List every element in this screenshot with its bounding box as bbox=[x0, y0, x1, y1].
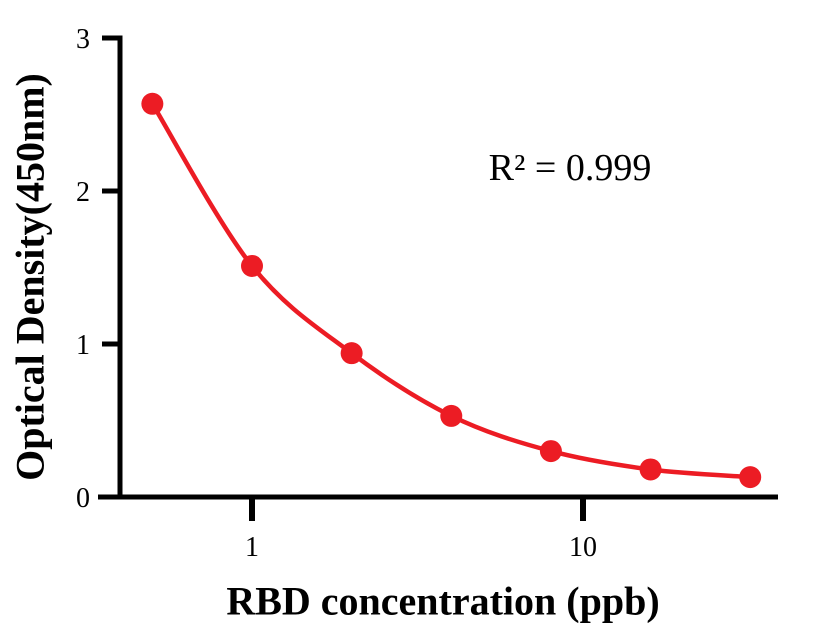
r-squared-annotation: R² = 0.999 bbox=[488, 147, 652, 189]
y-tick-label: 1 bbox=[76, 330, 90, 361]
data-point-marker bbox=[639, 458, 662, 481]
data-point-marker bbox=[539, 440, 562, 463]
y-tick-label: 3 bbox=[76, 24, 90, 55]
x-tick-label: 10 bbox=[569, 532, 597, 563]
data-point-marker bbox=[241, 254, 263, 277]
x-tick-label: 1 bbox=[245, 532, 259, 563]
data-point-marker bbox=[141, 92, 164, 115]
x-axis-title: RBD concentration (ppb) bbox=[226, 578, 660, 624]
y-axis-title: Optical Density(450nm) bbox=[7, 73, 53, 481]
data-point-marker bbox=[440, 404, 463, 427]
y-tick-label: 2 bbox=[76, 177, 90, 208]
data-point-marker bbox=[739, 466, 762, 489]
y-tick-label: 0 bbox=[76, 483, 90, 514]
data-point-marker bbox=[340, 342, 363, 365]
